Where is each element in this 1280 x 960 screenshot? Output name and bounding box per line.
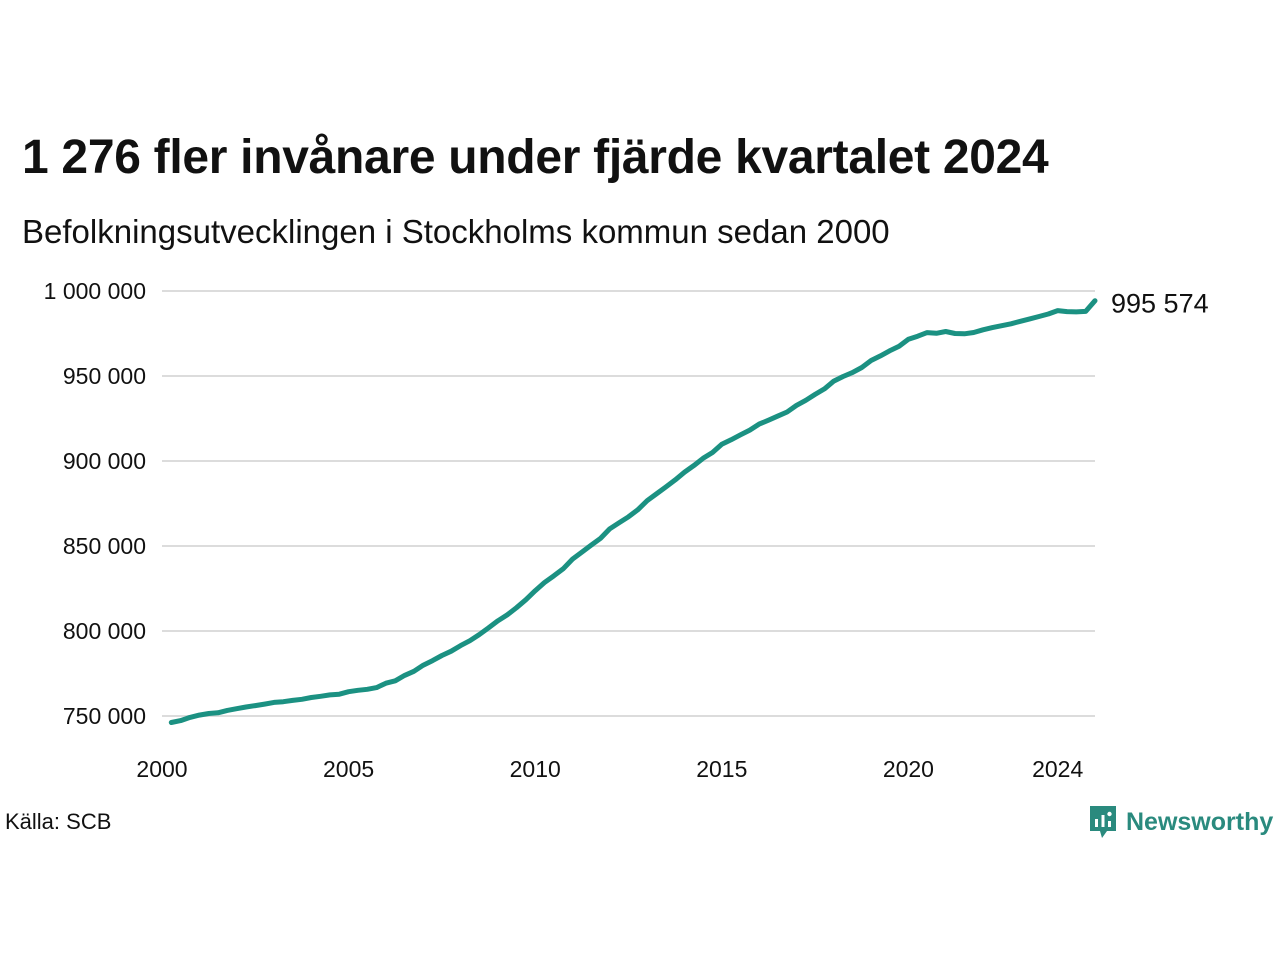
x-tick-label: 2024: [1032, 756, 1083, 782]
chart-title: 1 276 fler invånare under fjärde kvartal…: [22, 131, 1049, 184]
y-tick-label: 800 000: [63, 618, 146, 644]
chart-subtitle: Befolkningsutvecklingen i Stockholms kom…: [22, 213, 890, 250]
y-tick-label: 950 000: [63, 363, 146, 389]
newsworthy-logo-icon: [1090, 806, 1116, 838]
brand: Newsworthy: [1088, 804, 1273, 840]
y-tick-label: 850 000: [63, 533, 146, 559]
x-tick-label: 2005: [323, 756, 374, 782]
grid-lines: [162, 290, 1095, 717]
source-label: Källa: SCB: [5, 809, 112, 834]
x-tick-label: 2010: [510, 756, 561, 782]
x-tick-label: 2015: [696, 756, 747, 782]
y-axis-ticks: 750 000 800 000 850 000 900 000 950 000 1 000…: [44, 278, 146, 729]
y-tick-label: 1 000 000: [44, 278, 146, 304]
end-value-label: 995 574: [1111, 289, 1209, 319]
series-line: [168, 298, 1098, 725]
series-group: [168, 298, 1098, 725]
x-tick-label: 2020: [883, 756, 934, 782]
y-tick-label: 750 000: [63, 703, 146, 729]
y-tick-label: 900 000: [63, 448, 146, 474]
x-axis-ticks: 2000 2005 2010 2015 2020 2024: [136, 756, 1083, 782]
brand-name: Newsworthy: [1126, 807, 1274, 836]
x-tick-label: 2000: [136, 756, 187, 782]
